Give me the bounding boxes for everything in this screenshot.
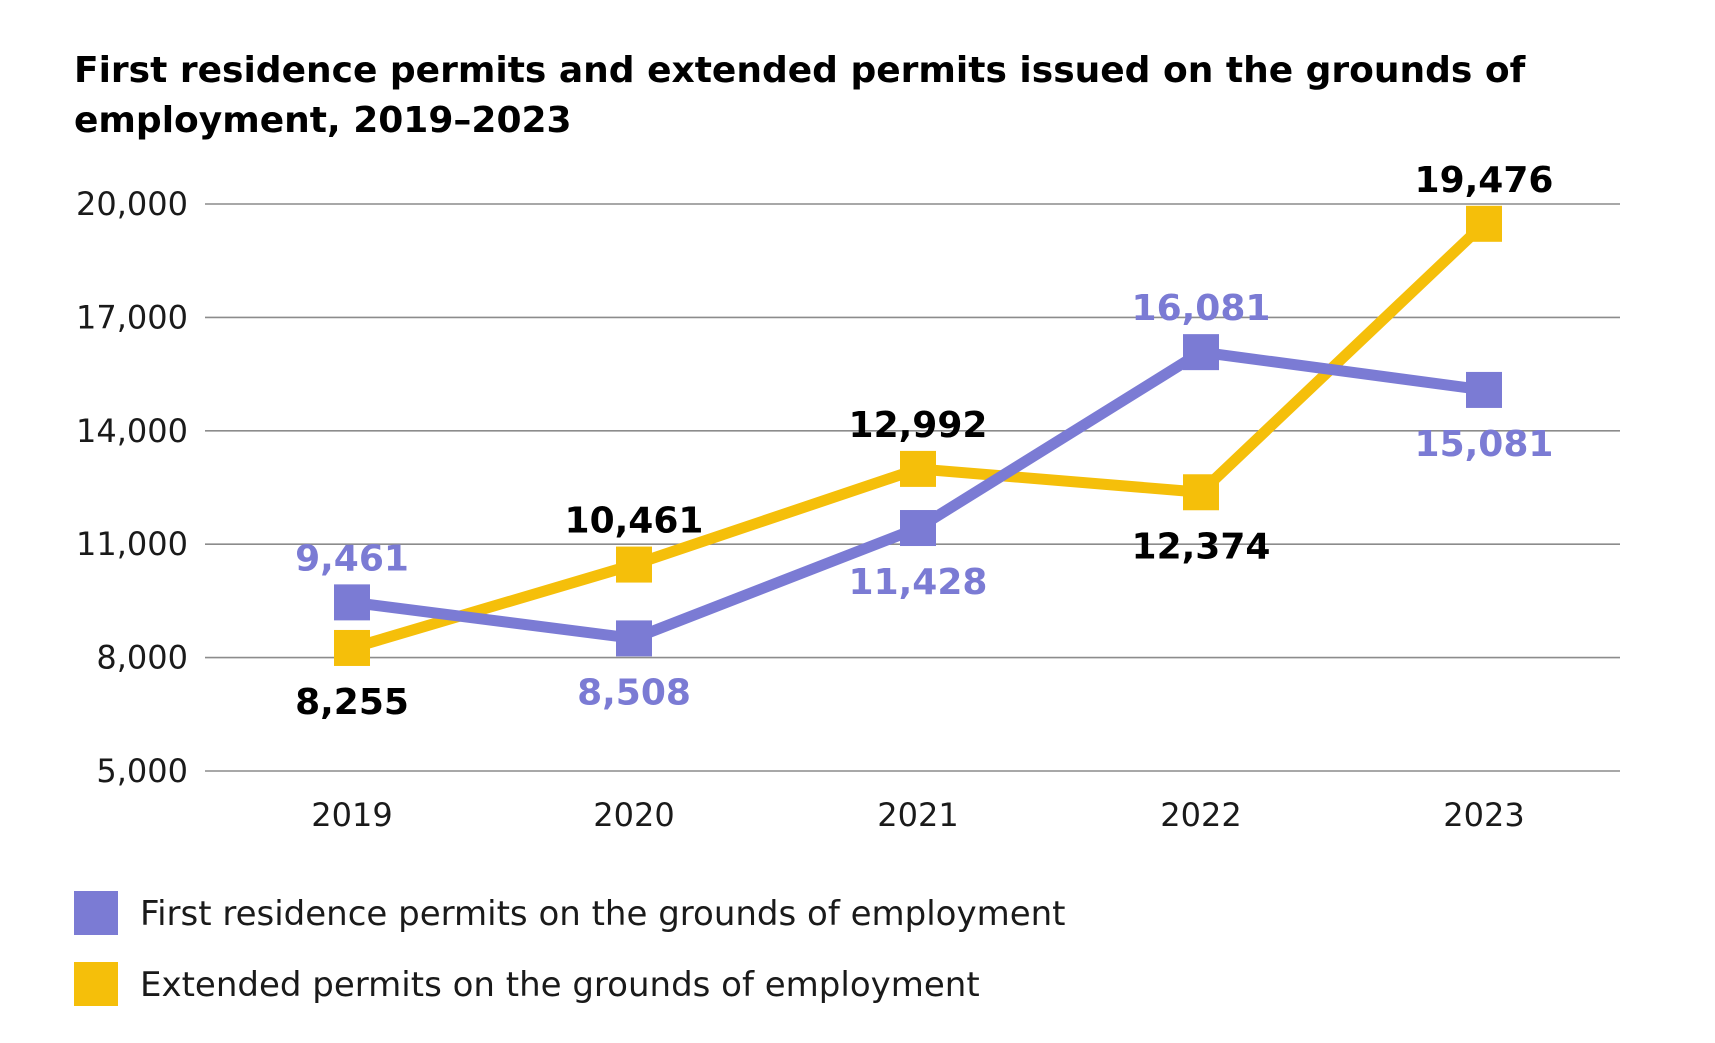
legend: First residence permits on the grounds o… [74, 891, 1066, 1006]
x-tick-label: 2020 [593, 796, 674, 834]
y-axis-tick-labels: 5,000 8,000 11,000 14,000 17,000 20,000 [76, 185, 188, 790]
y-tick-label: 14,000 [76, 412, 188, 450]
y-tick-label: 20,000 [76, 185, 188, 223]
x-axis-tick-labels: 2019 2020 2021 2022 2023 [311, 796, 1524, 834]
data-point-marker [616, 620, 652, 657]
data-label: 19,476 [1415, 160, 1554, 201]
data-point-marker [334, 584, 370, 621]
y-tick-label: 17,000 [76, 298, 188, 336]
legend-swatch [74, 962, 118, 1006]
data-label: 15,081 [1415, 424, 1554, 465]
data-point-marker [900, 450, 936, 487]
x-tick-label: 2021 [877, 796, 958, 834]
x-tick-label: 2019 [311, 796, 392, 834]
y-tick-label: 5,000 [96, 752, 188, 790]
data-label: 9,461 [295, 538, 409, 579]
x-tick-label: 2022 [1160, 796, 1241, 834]
x-tick-label: 2023 [1443, 796, 1524, 834]
data-point-marker [1183, 474, 1219, 511]
y-tick-label: 8,000 [96, 639, 188, 677]
data-point-marker [334, 629, 370, 666]
data-label: 16,081 [1132, 288, 1271, 329]
series-lines [334, 205, 1502, 666]
series-1 [334, 205, 1502, 666]
legend-swatch [74, 891, 118, 935]
series-0 [334, 334, 1502, 657]
data-label: 10,461 [565, 501, 704, 542]
y-tick-label: 11,000 [76, 525, 188, 563]
data-label: 12,992 [849, 405, 988, 446]
data-label: 8,508 [577, 672, 691, 713]
chart-title: First residence permits and extended per… [74, 50, 1526, 141]
legend-label: Extended permits on the grounds of emplo… [140, 965, 980, 1005]
data-point-marker [900, 510, 936, 547]
data-point-marker [1183, 334, 1219, 371]
data-label: 11,428 [849, 562, 988, 603]
data-point-marker [1466, 371, 1502, 408]
data-label: 8,255 [295, 682, 409, 723]
data-point-marker [1466, 205, 1502, 242]
data-labels: 9,461 8,508 11,428 16,081 15,081 8,255 10,461 1… [295, 160, 1553, 723]
data-label: 12,374 [1132, 526, 1271, 567]
data-point-marker [616, 546, 652, 583]
legend-label: First residence permits on the grounds o… [140, 894, 1066, 934]
